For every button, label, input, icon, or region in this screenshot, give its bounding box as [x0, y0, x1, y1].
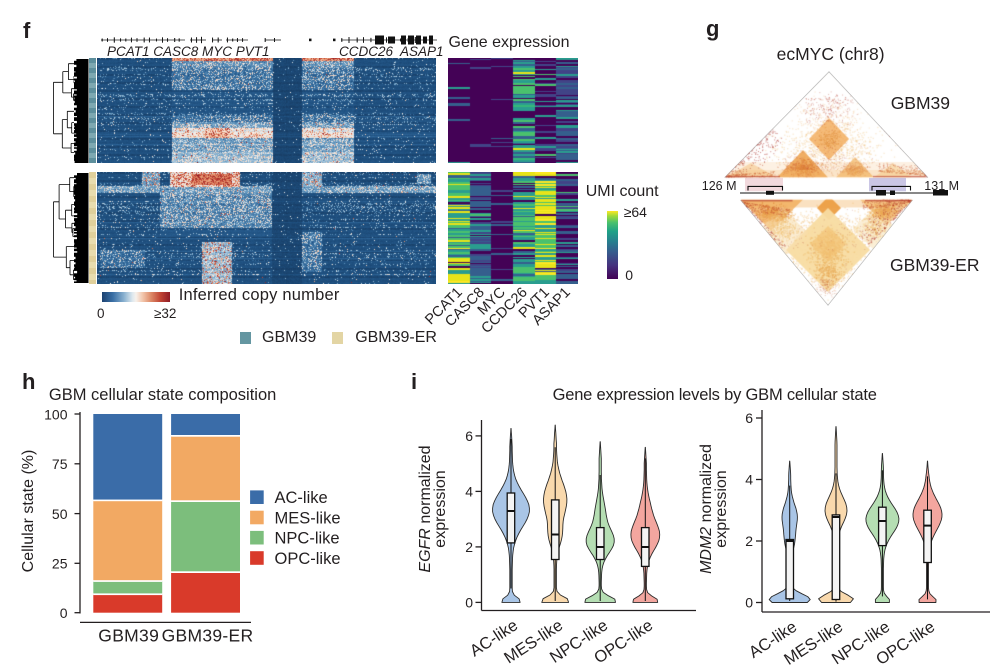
- svg-text:4: 4: [465, 483, 473, 499]
- svg-text:MES-like: MES-like: [275, 509, 341, 527]
- svg-text:0: 0: [465, 594, 473, 610]
- svg-text:Cellular state (%): Cellular state (%): [20, 450, 37, 573]
- svg-text:GBM39: GBM39: [98, 626, 159, 646]
- svg-text:0: 0: [745, 594, 753, 610]
- svg-text:OPC-like: OPC-like: [275, 550, 341, 568]
- svg-text:NPC-like: NPC-like: [275, 530, 340, 548]
- svg-text:0: 0: [60, 605, 68, 621]
- svg-text:4: 4: [745, 471, 753, 487]
- svg-text:25: 25: [52, 556, 68, 572]
- svg-text:GBM39-ER: GBM39-ER: [162, 626, 254, 646]
- svg-text:75: 75: [52, 456, 68, 472]
- svg-text:100: 100: [44, 406, 68, 422]
- svg-text:AC-like: AC-like: [275, 489, 328, 507]
- svg-text:2: 2: [465, 539, 473, 555]
- svg-text:2: 2: [745, 533, 753, 549]
- svg-text:6: 6: [745, 410, 753, 426]
- svg-text:50: 50: [52, 506, 68, 522]
- svg-text:6: 6: [465, 428, 473, 444]
